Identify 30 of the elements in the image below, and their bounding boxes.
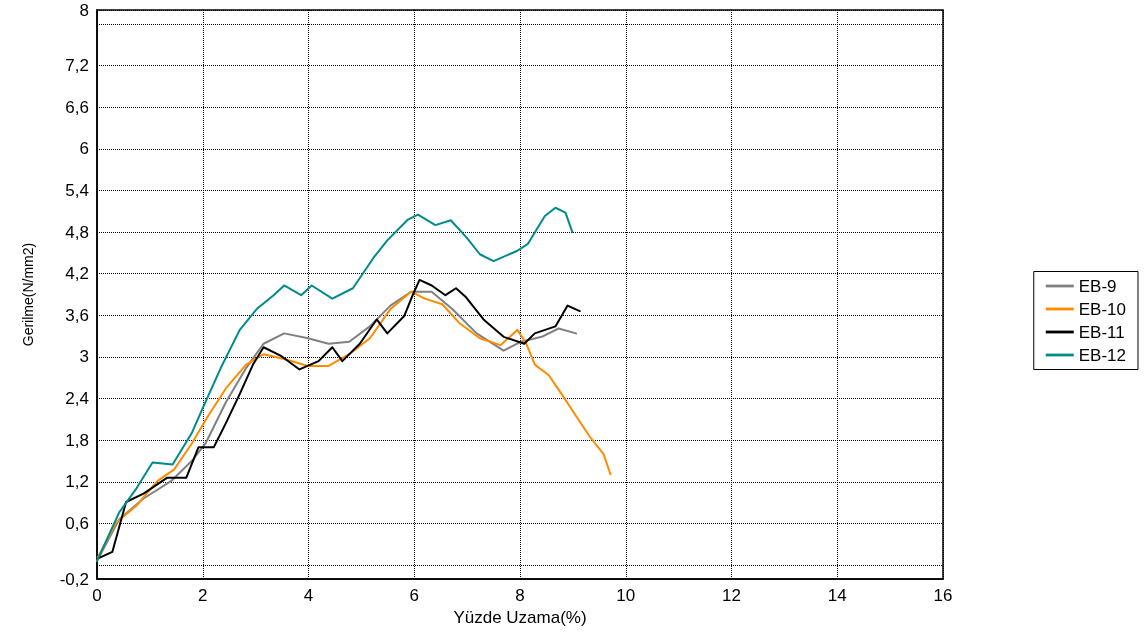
y-tick-label: 0,6 (65, 513, 89, 533)
y-tick-label: 4,2 (65, 264, 89, 284)
y-tick-label: 1,2 (65, 472, 89, 492)
legend-label: EB-11 (1078, 322, 1125, 342)
x-tick-label: 16 (933, 586, 953, 605)
x-tick-label: 10 (616, 586, 636, 605)
x-tick-label: 4 (303, 586, 314, 605)
legend-label: EB-10 (1078, 299, 1126, 319)
y-tick-label: 7,2 (65, 56, 89, 76)
y-tick-label: 8 (79, 0, 89, 20)
legend-label: EB-12 (1078, 345, 1126, 365)
y-tick-label: -0,2 (59, 569, 89, 589)
y-tick-label: 4,8 (65, 222, 89, 242)
line-series (96, 206, 574, 562)
x-axis-title: Yüzde Uzama(%) (453, 607, 587, 627)
x-tick-label: 6 (409, 586, 419, 605)
y-tick-label: 3 (79, 347, 89, 367)
y-tick-label: 1,8 (65, 430, 89, 450)
y-tick-label: 3,6 (65, 305, 89, 325)
legend-label: EB-9 (1078, 276, 1117, 296)
x-tick-label: 12 (722, 586, 741, 605)
y-axis-title: Gerilme(N/mm2) (20, 242, 36, 347)
x-tick-label: 14 (827, 586, 847, 605)
y-tick-label: 6,6 (65, 97, 89, 117)
x-tick-label: 2 (198, 586, 208, 605)
x-tick-label: 8 (515, 586, 525, 605)
x-tick-label: 0 (92, 586, 102, 605)
y-tick-label: 2,4 (65, 389, 89, 409)
y-tick-label: 5,4 (65, 180, 89, 200)
y-tick-label: 6 (79, 139, 89, 159)
